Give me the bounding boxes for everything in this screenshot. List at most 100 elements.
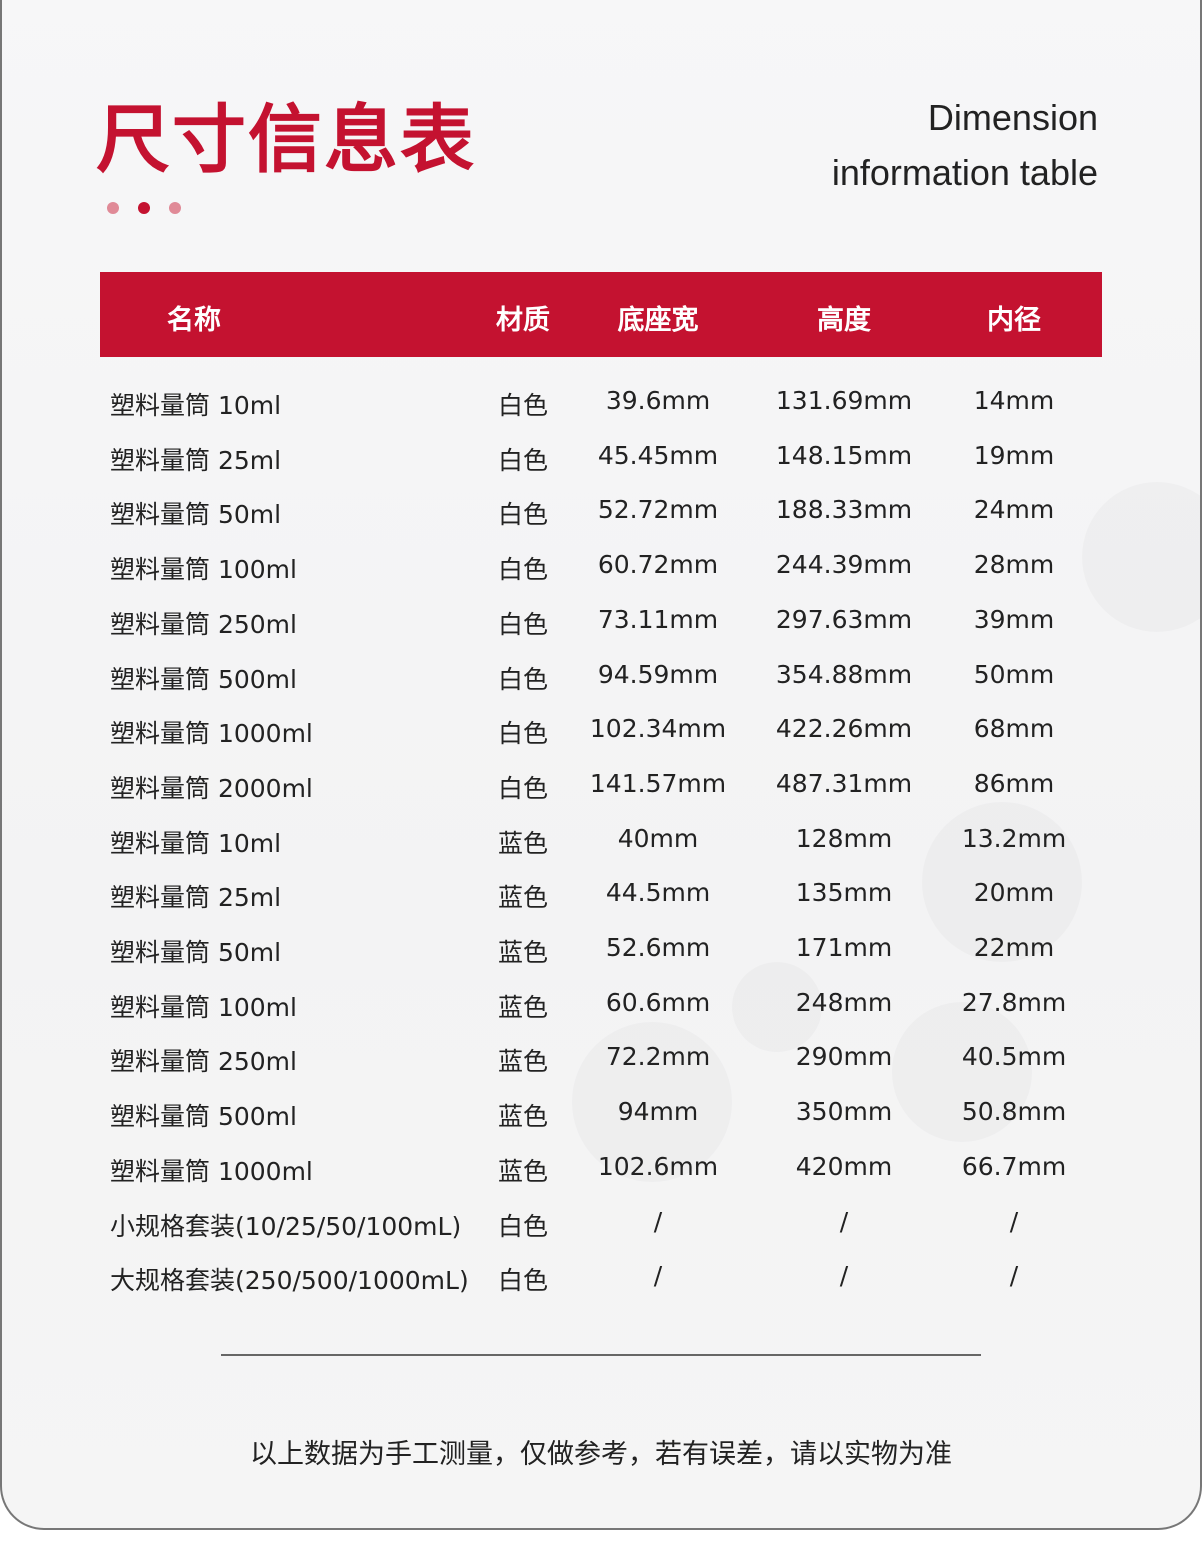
material-cell: 白色 bbox=[497, 664, 549, 694]
height-cell: 188.33mm bbox=[775, 495, 913, 525]
height-cell: 354.88mm bbox=[775, 659, 913, 689]
base-width-cell: 52.72mm bbox=[597, 495, 719, 525]
table-row: 大规格套装(250/500/1000mL) 白色 / / / bbox=[0, 1247, 1202, 1302]
table-row: 塑料量筒 1000ml 白色 102.34mm 422.26mm 68mm bbox=[0, 700, 1202, 755]
height-cell: 420mm bbox=[795, 1151, 893, 1181]
base-width-cell: 94.59mm bbox=[597, 659, 719, 689]
subtitle-line-2: information table bbox=[831, 152, 1098, 193]
height-cell: 297.63mm bbox=[775, 604, 913, 634]
header-name: 名称 bbox=[167, 305, 221, 336]
inner-diameter-cell: 19mm bbox=[973, 440, 1055, 470]
name-cell: 塑料量筒 10ml bbox=[110, 828, 282, 858]
inner-diameter-cell: / bbox=[1009, 1261, 1019, 1291]
height-cell: 422.26mm bbox=[775, 714, 913, 744]
table-row: 塑料量筒 50ml 蓝色 52.6mm 171mm 22mm bbox=[0, 919, 1202, 974]
header-material: 材质 bbox=[496, 305, 550, 336]
material-cell: 白色 bbox=[497, 555, 549, 585]
height-cell: 244.39mm bbox=[775, 550, 913, 580]
header-base-width: 底座宽 bbox=[617, 305, 699, 336]
base-width-cell: / bbox=[653, 1206, 663, 1236]
name-cell: 塑料量筒 100ml bbox=[110, 555, 297, 585]
inner-diameter-cell: 24mm bbox=[973, 495, 1055, 525]
inner-diameter-cell: 66.7mm bbox=[961, 1151, 1067, 1181]
material-cell: 白色 bbox=[497, 773, 549, 803]
material-cell: 白色 bbox=[497, 1266, 549, 1296]
base-width-cell: 72.2mm bbox=[605, 1042, 711, 1072]
inner-diameter-cell: 50mm bbox=[973, 659, 1055, 689]
name-cell: 塑料量筒 500ml bbox=[110, 1102, 297, 1132]
table-header: 名称 材质 底座宽 高度 内径 bbox=[100, 272, 1102, 357]
header-height: 高度 bbox=[817, 305, 871, 336]
material-cell: 蓝色 bbox=[497, 828, 549, 858]
name-cell: 塑料量筒 25ml bbox=[110, 883, 282, 913]
height-cell: 350mm bbox=[795, 1097, 893, 1127]
height-cell: 128mm bbox=[795, 823, 893, 853]
base-width-cell: 102.6mm bbox=[597, 1151, 719, 1181]
inner-diameter-cell: 14mm bbox=[973, 386, 1055, 415]
table-row: 塑料量筒 10ml 蓝色 40mm 128mm 13.2mm bbox=[0, 810, 1202, 865]
height-cell: 171mm bbox=[795, 933, 893, 962]
base-width-cell: 73.11mm bbox=[597, 604, 719, 634]
height-cell: / bbox=[839, 1206, 849, 1236]
material-cell: 白色 bbox=[497, 609, 549, 639]
base-width-cell: 102.34mm bbox=[589, 714, 727, 744]
name-cell: 塑料量筒 50ml bbox=[110, 500, 282, 530]
table-row: 塑料量筒 250ml 蓝色 72.2mm 290mm 40.5mm bbox=[0, 1028, 1202, 1083]
disclaimer-note: 以上数据为手工测量，仅做参考，若有误差，请以实物为准 bbox=[250, 1439, 952, 1470]
inner-diameter-cell: 27.8mm bbox=[961, 987, 1067, 1017]
material-cell: 白色 bbox=[497, 445, 549, 475]
inner-diameter-cell: 68mm bbox=[973, 714, 1055, 744]
inner-diameter-cell: 13.2mm bbox=[961, 823, 1067, 853]
name-cell: 塑料量筒 250ml bbox=[110, 1047, 297, 1077]
base-width-cell: 94mm bbox=[617, 1097, 699, 1127]
name-cell: 塑料量筒 25ml bbox=[110, 445, 282, 475]
table-row: 塑料量筒 50ml 白色 52.72mm 188.33mm 24mm bbox=[0, 481, 1202, 536]
name-cell: 塑料量筒 2000ml bbox=[110, 773, 313, 803]
material-cell: 白色 bbox=[497, 719, 549, 749]
inner-diameter-cell: 40.5mm bbox=[961, 1042, 1067, 1072]
subtitle-line-1: Dimension bbox=[927, 97, 1098, 138]
divider bbox=[221, 1354, 981, 1356]
inner-diameter-cell: 50.8mm bbox=[961, 1097, 1067, 1127]
inner-diameter-cell: 20mm bbox=[973, 878, 1055, 908]
name-cell: 大规格套装(250/500/1000mL) bbox=[110, 1266, 469, 1296]
inner-diameter-cell: 39mm bbox=[973, 604, 1055, 634]
table-row: 塑料量筒 250ml 白色 73.11mm 297.63mm 39mm bbox=[0, 591, 1202, 646]
name-cell: 塑料量筒 1000ml bbox=[110, 1156, 313, 1186]
name-cell: 小规格套装(10/25/50/100mL) bbox=[110, 1211, 462, 1241]
name-cell: 塑料量筒 50ml bbox=[110, 938, 282, 967]
height-cell: 487.31mm bbox=[775, 768, 913, 798]
name-cell: 塑料量筒 1000ml bbox=[110, 719, 313, 749]
table-row: 塑料量筒 1000ml 蓝色 102.6mm 420mm 66.7mm bbox=[0, 1138, 1202, 1193]
name-cell: 塑料量筒 500ml bbox=[110, 664, 297, 694]
name-cell: 塑料量筒 10ml bbox=[110, 391, 282, 420]
table-row: 塑料量筒 100ml 蓝色 60.6mm 248mm 27.8mm bbox=[0, 974, 1202, 1029]
table-row: 塑料量筒 500ml 白色 94.59mm 354.88mm 50mm bbox=[0, 646, 1202, 701]
material-cell: 白色 bbox=[497, 391, 549, 420]
height-cell: 135mm bbox=[795, 878, 893, 908]
table-row: 塑料量筒 25ml 白色 45.45mm 148.15mm 19mm bbox=[0, 427, 1202, 482]
table-row: 塑料量筒 25ml 蓝色 44.5mm 135mm 20mm bbox=[0, 864, 1202, 919]
table-row: 塑料量筒 100ml 白色 60.72mm 244.39mm 28mm bbox=[0, 536, 1202, 591]
page-title: 尺寸信息表 bbox=[96, 97, 476, 183]
dot-icon bbox=[169, 202, 181, 214]
height-cell: 248mm bbox=[795, 987, 893, 1017]
inner-diameter-cell: 86mm bbox=[973, 768, 1055, 798]
height-cell: 148.15mm bbox=[775, 440, 913, 470]
table-row: 塑料量筒 500ml 蓝色 94mm 350mm 50.8mm bbox=[0, 1083, 1202, 1138]
dot-icon bbox=[107, 202, 119, 214]
material-cell: 蓝色 bbox=[497, 1047, 549, 1077]
material-cell: 蓝色 bbox=[497, 1156, 549, 1186]
page-subtitle: Dimension information table bbox=[832, 90, 1098, 200]
decorative-dots bbox=[107, 202, 181, 214]
material-cell: 蓝色 bbox=[497, 883, 549, 913]
material-cell: 蓝色 bbox=[497, 938, 549, 967]
inner-diameter-cell: 28mm bbox=[973, 550, 1055, 580]
dot-icon bbox=[138, 202, 150, 214]
table-row: 小规格套装(10/25/50/100mL) 白色 / / / bbox=[0, 1193, 1202, 1248]
name-cell: 塑料量筒 250ml bbox=[110, 609, 297, 639]
inner-diameter-cell: 22mm bbox=[973, 933, 1055, 962]
height-cell: / bbox=[839, 1261, 849, 1291]
base-width-cell: 141.57mm bbox=[589, 768, 727, 798]
